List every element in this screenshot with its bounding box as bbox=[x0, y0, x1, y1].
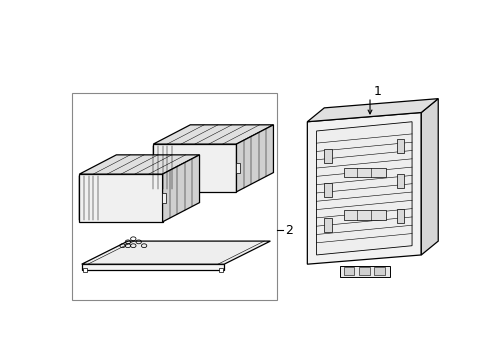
Polygon shape bbox=[317, 122, 412, 255]
Polygon shape bbox=[163, 155, 199, 222]
Bar bbox=[83, 269, 87, 272]
Polygon shape bbox=[79, 174, 163, 222]
Bar bbox=[343, 168, 386, 177]
Bar bbox=[324, 183, 332, 197]
Bar bbox=[324, 149, 332, 163]
Polygon shape bbox=[307, 99, 438, 122]
Polygon shape bbox=[82, 241, 270, 264]
Polygon shape bbox=[79, 155, 199, 174]
Bar bbox=[343, 267, 354, 275]
Text: 1: 1 bbox=[374, 85, 382, 98]
Bar bbox=[73, 93, 276, 300]
Bar bbox=[374, 267, 385, 275]
Bar bbox=[397, 209, 404, 222]
Bar bbox=[324, 218, 332, 232]
Bar bbox=[162, 193, 166, 203]
Bar bbox=[397, 139, 404, 153]
Polygon shape bbox=[307, 112, 421, 264]
Polygon shape bbox=[153, 125, 273, 144]
Bar bbox=[397, 174, 404, 188]
Bar bbox=[343, 210, 386, 220]
Polygon shape bbox=[82, 264, 224, 270]
Bar bbox=[359, 267, 369, 275]
Bar bbox=[340, 266, 390, 276]
Polygon shape bbox=[421, 99, 438, 255]
Polygon shape bbox=[153, 144, 237, 192]
Polygon shape bbox=[237, 125, 273, 192]
Text: 2: 2 bbox=[285, 224, 293, 237]
Bar bbox=[219, 269, 223, 272]
Bar bbox=[236, 163, 240, 173]
